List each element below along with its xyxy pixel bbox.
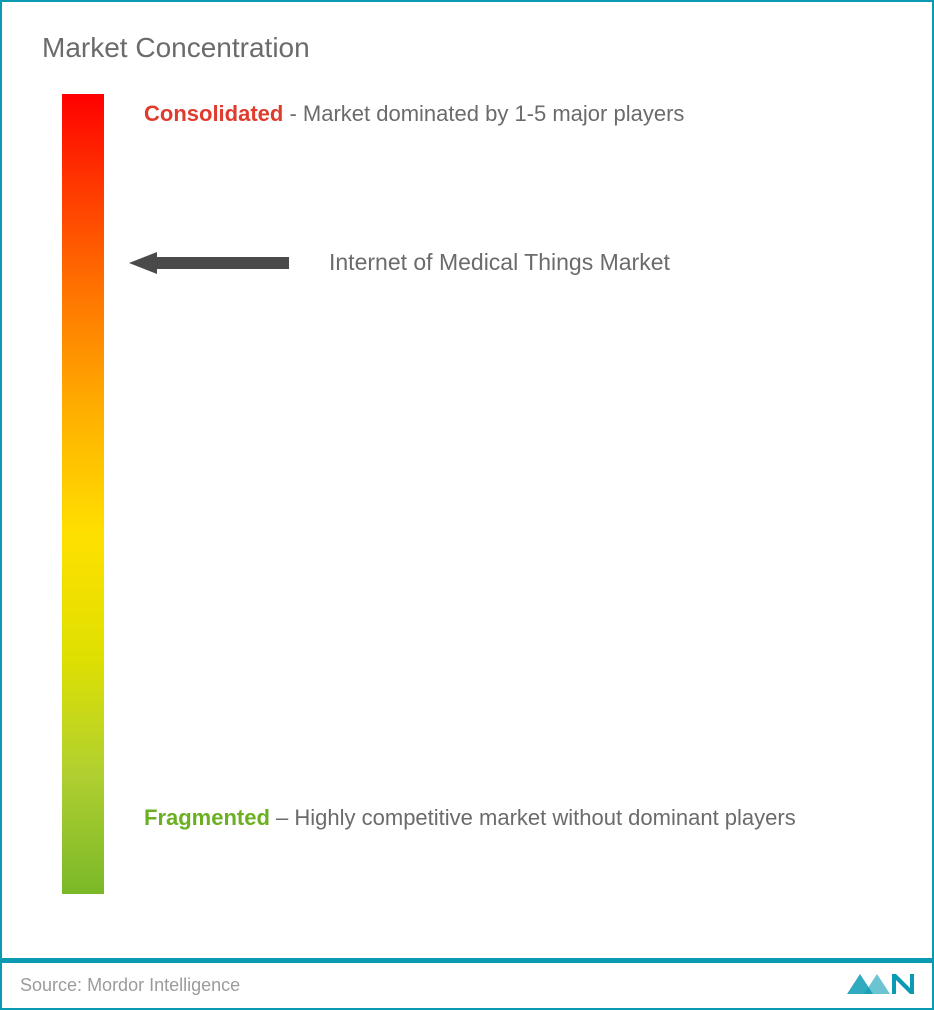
chart-footer: Source: Mordor Intelligence	[2, 958, 932, 1008]
consolidated-description: - Market dominated by 1-5 major players	[283, 101, 684, 126]
market-name-label: Internet of Medical Things Market	[329, 249, 670, 276]
text-content-area: Consolidated - Market dominated by 1-5 m…	[144, 94, 892, 904]
fragmented-word: Fragmented	[144, 805, 270, 830]
market-pointer: Internet of Medical Things Market	[129, 249, 670, 276]
source-label: Source:	[20, 975, 82, 995]
fragmented-label: Fragmented – Highly competitive market w…	[144, 794, 796, 842]
concentration-gradient-bar	[62, 94, 104, 894]
main-content: Consolidated - Market dominated by 1-5 m…	[42, 94, 892, 904]
source-value: Mordor Intelligence	[87, 975, 240, 995]
arrow-icon	[129, 252, 289, 274]
fragmented-description: – Highly competitive market without domi…	[270, 805, 796, 830]
source-attribution: Source: Mordor Intelligence	[2, 963, 932, 996]
consolidated-label: Consolidated - Market dominated by 1-5 m…	[144, 94, 684, 134]
consolidated-word: Consolidated	[144, 101, 283, 126]
chart-title: Market Concentration	[42, 32, 892, 64]
brand-logo-icon	[842, 966, 917, 998]
chart-container: Market Concentration Consolidate	[0, 0, 934, 1010]
